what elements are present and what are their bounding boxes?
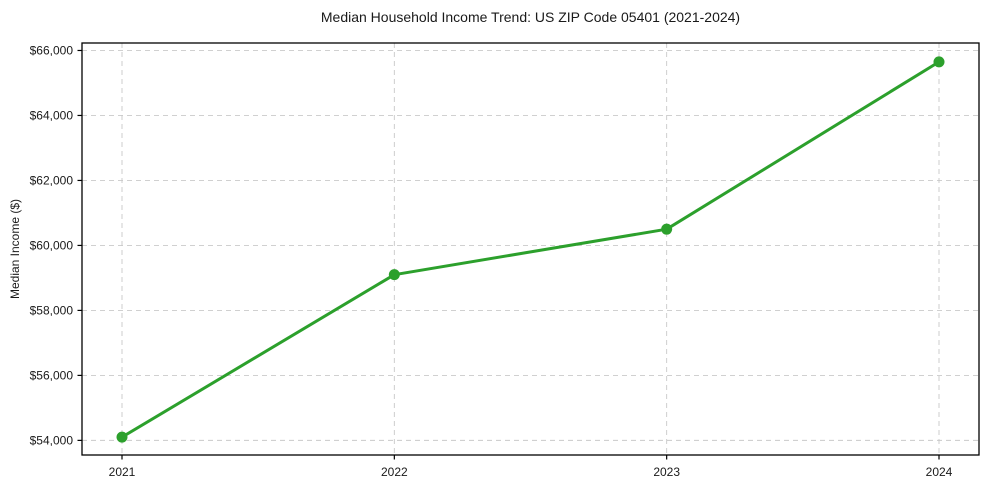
- data-point-marker: [116, 431, 128, 443]
- y-tick-label: $66,000: [30, 44, 74, 58]
- vertical-gridlines: [121, 43, 940, 455]
- y-tick-label: $54,000: [30, 434, 74, 448]
- income-trend-line: [120, 60, 941, 439]
- x-tick-label: 2022: [381, 465, 408, 479]
- data-point-marker: [661, 223, 673, 235]
- y-axis-label: Median Income ($): [8, 199, 22, 299]
- y-tick-label: $56,000: [30, 369, 74, 383]
- y-tick-label: $62,000: [30, 174, 74, 188]
- x-axis-tick-labels: 2021 2022 2023 2024: [109, 465, 953, 479]
- y-axis-tick-labels: $54,000 $56,000 $58,000 $60,000 $62,000 $64,0…: [30, 44, 74, 448]
- horizontal-gridlines: [82, 50, 979, 441]
- y-tick-label: $60,000: [30, 239, 74, 253]
- data-point-marker: [933, 56, 945, 68]
- y-tick-label: $64,000: [30, 109, 74, 123]
- x-tick-label: 2023: [653, 465, 680, 479]
- x-tick-label: 2024: [926, 465, 953, 479]
- data-point-markers: [116, 56, 945, 443]
- chart-title: Median Household Income Trend: US ZIP Co…: [321, 9, 740, 25]
- y-tick-label: $58,000: [30, 304, 74, 318]
- data-point-marker: [388, 269, 400, 281]
- x-axis-ticks: [121, 455, 940, 460]
- y-axis-ticks: [77, 49, 82, 441]
- plot-border: [81, 42, 980, 456]
- x-tick-label: 2021: [109, 465, 136, 479]
